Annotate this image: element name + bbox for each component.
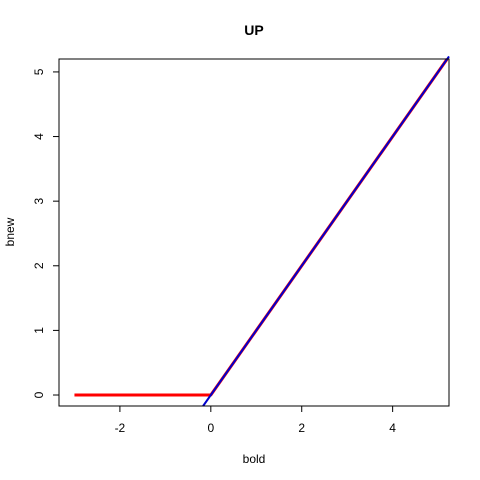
plot-frame bbox=[58, 58, 450, 407]
y-axis-label: bnew bbox=[3, 217, 17, 246]
x-axis-label: bold bbox=[243, 452, 266, 466]
y-tick-label: 2 bbox=[32, 262, 46, 269]
x-tick-label: 2 bbox=[298, 421, 305, 435]
chart-title: UP bbox=[244, 22, 263, 38]
y-axis: 0 1 2 3 4 5 bbox=[32, 68, 59, 398]
y-tick-label: 4 bbox=[32, 133, 46, 140]
x-axis: -2 0 2 4 bbox=[115, 406, 396, 435]
y-tick-label: 1 bbox=[32, 327, 46, 334]
y-tick-label: 3 bbox=[32, 198, 46, 205]
x-tick-label: 4 bbox=[389, 421, 396, 435]
series-line-2 bbox=[202, 55, 450, 407]
plot-series bbox=[74, 55, 450, 407]
x-tick-label: -2 bbox=[115, 421, 126, 435]
series-line-1 bbox=[74, 58, 449, 397]
y-tick-label: 5 bbox=[32, 68, 46, 75]
x-tick-label: 0 bbox=[207, 421, 214, 435]
y-tick-label: 0 bbox=[32, 391, 46, 398]
